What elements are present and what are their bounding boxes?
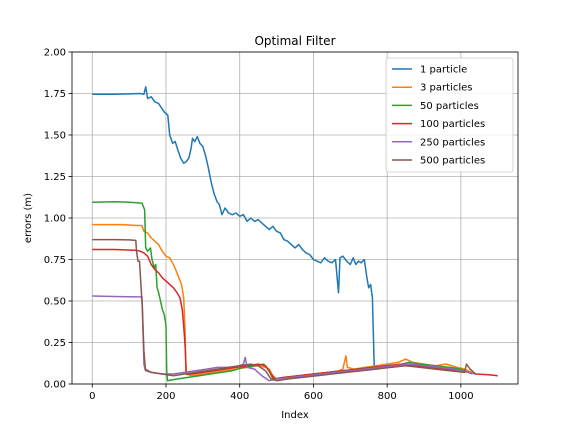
series-line-500-particles — [92, 238, 477, 382]
chart-title: Optimal Filter — [254, 34, 335, 48]
x-tick-label: 1000 — [448, 391, 473, 402]
legend: 1 particle 3 particles 50 particles 100 par… — [385, 57, 514, 173]
legend-label: 100 particles — [420, 119, 485, 130]
series-line-250-particles — [92, 295, 476, 382]
x-tick-label: 400 — [230, 391, 249, 402]
x-axis: 0 200 400 600 800 1000 — [89, 384, 474, 402]
legend-box — [385, 57, 514, 173]
x-axis-label: Index — [281, 410, 309, 421]
x-tick-label: 600 — [304, 391, 323, 402]
y-tick-label: 1.75 — [44, 89, 66, 100]
legend-label: 250 particles — [420, 137, 485, 148]
y-tick-label: 1.50 — [44, 131, 66, 142]
y-tick-label: 2.00 — [44, 48, 66, 59]
y-tick-label: 1.25 — [44, 172, 66, 183]
x-tick-label: 0 — [89, 391, 95, 402]
series-line-100-particles — [92, 248, 498, 380]
y-tick-label: 0.25 — [44, 338, 66, 349]
series-line-1-particle — [92, 86, 381, 370]
y-tick-label: 0.00 — [44, 380, 66, 391]
x-tick-label: 200 — [156, 391, 175, 402]
series-layer — [92, 86, 498, 382]
y-axis-label: errors (m) — [23, 193, 34, 243]
legend-label: 500 particles — [420, 156, 485, 167]
y-tick-label: 1.00 — [44, 214, 66, 225]
y-tick-label: 0.75 — [44, 255, 66, 266]
x-tick-label: 800 — [378, 391, 397, 402]
y-tick-label: 0.50 — [44, 297, 66, 308]
y-axis: 0.00 0.25 0.50 0.75 1.00 1.25 1.50 1.75 2.00 — [44, 48, 72, 391]
legend-label: 3 particles — [420, 83, 472, 94]
legend-label: 1 particle — [420, 65, 467, 76]
legend-label: 50 particles — [420, 101, 479, 112]
